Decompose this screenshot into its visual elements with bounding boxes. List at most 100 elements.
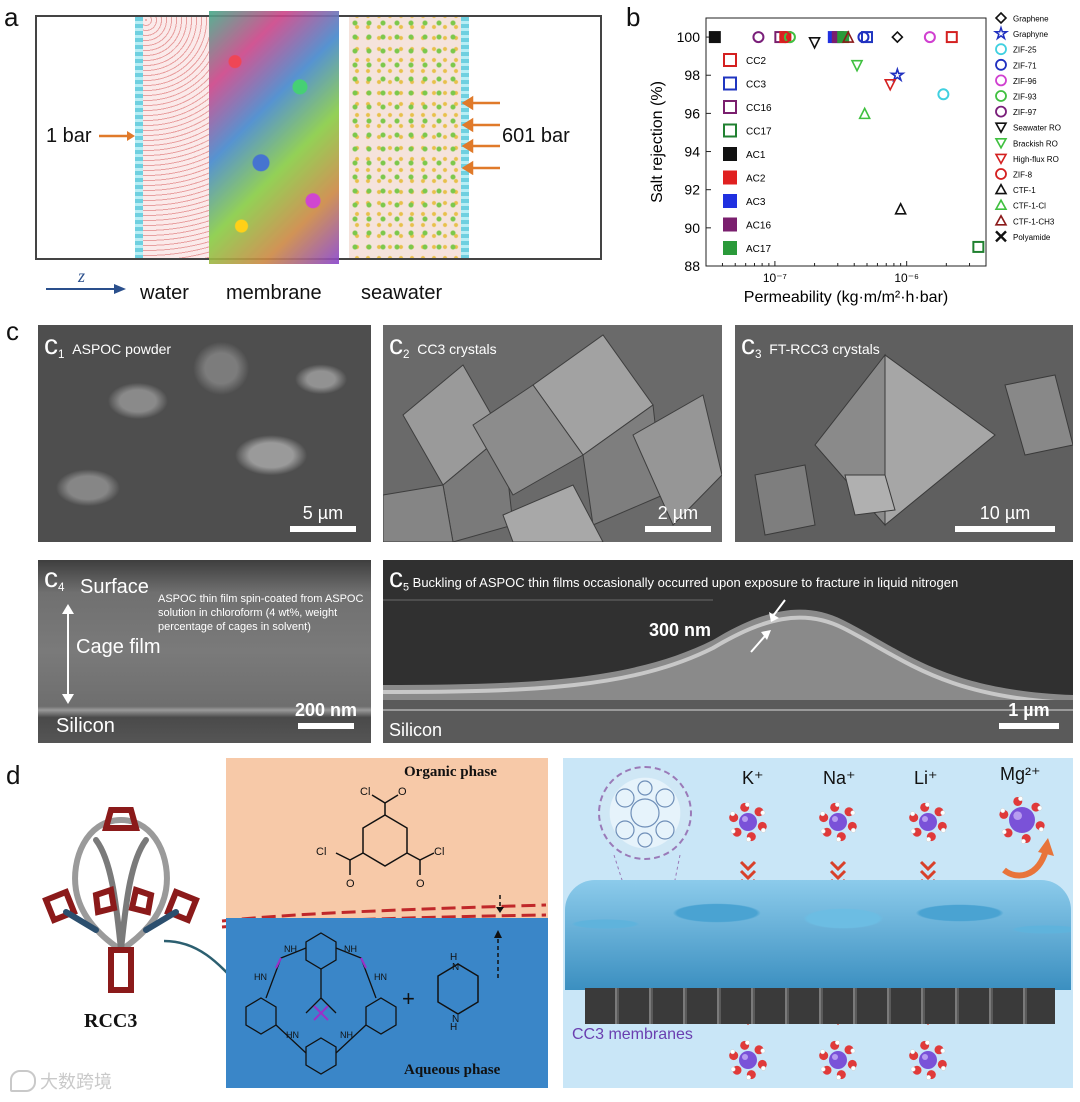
legend-marker-ac2 (723, 170, 737, 185)
svg-text:NH: NH (284, 944, 297, 954)
right-legend-marker-graphyne (992, 25, 1010, 41)
right-legend-label-ctf-1: CTF-1 (1013, 186, 1036, 195)
right-legend-marker-polyamide (995, 230, 1007, 243)
right-legend-marker-brackish-ro (994, 138, 1008, 150)
y-tick-label: 96 (684, 105, 700, 121)
legend-marker-ac3 (723, 194, 737, 208)
data-point-cc3 (861, 31, 874, 44)
data-point-zif-93 (783, 31, 796, 44)
right-wall (461, 17, 469, 258)
chart-plot-area (705, 17, 987, 267)
right-legend-label-ctf-1-ch3: CTF-1-CH3 (1013, 217, 1055, 226)
svg-text:HN: HN (254, 972, 267, 982)
legend-label-ac2: AC2 (746, 174, 766, 185)
data-point-zif-71 (857, 31, 870, 44)
right-legend-marker-ctf-1-ch3 (994, 214, 1008, 226)
right-legend-marker-zif-8 (995, 168, 1007, 180)
hydrated-ion-bottom-0 (727, 1039, 769, 1081)
legend-label-cc2: CC2 (746, 56, 766, 67)
data-point-seawater-ro (808, 36, 821, 50)
y-tick-label: 92 (684, 182, 700, 198)
y-tick-label: 100 (677, 29, 701, 45)
hydrated-ion-mg (997, 795, 1047, 845)
data-point-graphene (891, 30, 904, 44)
legend-marker-ac1 (723, 147, 737, 161)
y-tick-label: 90 (684, 220, 700, 236)
watermark-logo-icon (10, 1070, 36, 1092)
right-legend-label-zif-93: ZIF-93 (1013, 93, 1037, 102)
right-legend-label-brackish-ro: Brackish RO (1013, 139, 1058, 148)
left-pressure-arrow (99, 131, 135, 141)
c5-scale-bar: 1 µm (999, 700, 1059, 729)
panel-c-letter: c (6, 316, 19, 346)
svg-text:Cl: Cl (360, 786, 370, 798)
sem-image-c5: c5 Buckling of ASPOC thin films occasion… (383, 560, 1073, 743)
chart-right-legend: Graphene Graphyne ZIF-25 ZIF-71 ZIF-96 ZIF-93… (992, 10, 1079, 260)
seawater-region (349, 17, 461, 258)
data-point-zif-97 (752, 31, 765, 44)
rcc3-label: RCC3 (84, 1010, 138, 1032)
ion-label-k: K⁺ (742, 768, 764, 788)
c5-thickness-label: 300 nm (649, 620, 712, 640)
right-legend-marker-ctf-1 (994, 182, 1008, 195)
c4-note: ASPOC thin film spin-coated from ASPOC s… (158, 593, 364, 633)
svg-text:H: H (450, 1022, 457, 1030)
data-point-zif-25 (937, 88, 950, 101)
legend-marker-ac16 (723, 217, 737, 232)
c5-thickness-arrows (750, 599, 786, 653)
c1-scale-bar: 5 µm (290, 503, 356, 532)
porous-support-layer (585, 988, 1055, 1024)
c3-scale-bar: 10 µm (955, 503, 1055, 532)
right-legend-marker-ctf-1-cl (994, 198, 1008, 210)
ion-label-mg: Mg²⁺ (1000, 764, 1041, 784)
right-legend-label-ctf-1-cl: CTF-1-Cl (1013, 202, 1046, 211)
data-point-cc2 (945, 31, 958, 44)
right-legend-marker-zif-25 (995, 43, 1007, 56)
membrane-caption: CC3 membranes (572, 1026, 693, 1043)
aqueous-arrow (494, 930, 502, 978)
data-point-ac1 (708, 31, 721, 44)
water-region (143, 17, 209, 258)
svg-text:O: O (398, 786, 407, 798)
data-point-zif-8 (779, 31, 792, 44)
svg-text:HN: HN (374, 972, 387, 982)
mg-rejection-arrow (1002, 838, 1054, 879)
organic-phase-label: Organic phase (404, 764, 497, 780)
right-legend-label-zif-8: ZIF-8 (1013, 171, 1033, 180)
data-point-cc17 (972, 240, 985, 253)
z-axis-arrow (46, 284, 126, 294)
ion-label-li: Li⁺ (914, 768, 938, 788)
svg-text:HN: HN (286, 1030, 299, 1040)
c2-scale-bar: 2 µm (645, 503, 711, 532)
hydrated-ion-bottom-1 (817, 1039, 859, 1081)
right-legend-svg: Graphene Graphyne ZIF-25 ZIF-71 ZIF-96 ZIF-93… (992, 11, 1061, 243)
svg-text:O: O (416, 878, 425, 890)
legend-marker-cc2 (723, 53, 737, 67)
legend-label-cc3: CC3 (746, 80, 766, 91)
hydrated-ion-top-1 (817, 801, 859, 843)
buckled-film (383, 599, 1073, 743)
right-legend-marker-zif-93 (995, 90, 1007, 102)
c1-label: c1 ASPOC powder (44, 329, 172, 361)
c4-surface-label: Surface (80, 576, 149, 598)
data-point-zif-96 (923, 31, 936, 44)
right-legend-label-zif-97: ZIF-97 (1013, 108, 1037, 117)
y-axis-label: Salt rejection (%) (649, 81, 666, 203)
right-legend-label-zif-25: ZIF-25 (1013, 46, 1037, 55)
legend-marker-ac17 (723, 241, 737, 255)
svg-text:O: O (346, 878, 355, 890)
left-pressure-label: 1 bar (46, 125, 92, 147)
panel-a-simulation-box (35, 11, 602, 264)
right-legend-label-seawater-ro: Seawater RO (1013, 124, 1061, 133)
panel-d-letter: d (6, 760, 21, 790)
right-legend-marker-zif-97 (995, 105, 1007, 118)
ion-label-na: Na⁺ (823, 768, 856, 788)
sem-image-c3: c3 FT-RCC3 crystals 10 µm (735, 325, 1073, 542)
aqueous-phase-label: Aqueous phase (404, 1062, 501, 1078)
data-point-brackish-ro (850, 59, 864, 73)
salt-rejection-chart: 88 90 92 94 96 98 100 10⁻⁷ 10⁻⁶ Permeability (kg·… (649, 17, 987, 306)
data-point-high-flux-ro (883, 78, 897, 92)
right-legend-marker-seawater-ro (994, 122, 1008, 134)
c5-label: c5 Buckling of ASPOC thin films occasion… (389, 562, 959, 594)
